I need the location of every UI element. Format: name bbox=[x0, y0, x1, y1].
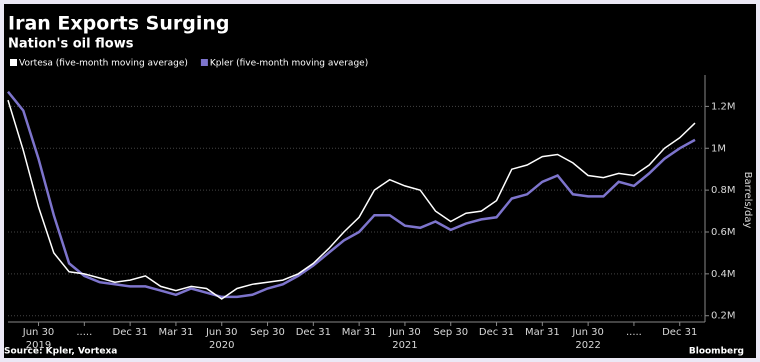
year-label: 2022 bbox=[575, 340, 600, 351]
x-tick-label: ..... bbox=[626, 327, 642, 338]
series-line bbox=[7, 99, 696, 300]
x-tick-label: Sep 30 bbox=[250, 327, 285, 338]
x-tick-label: Dec 31 bbox=[479, 327, 514, 338]
x-tick-label: Dec 31 bbox=[113, 327, 148, 338]
legend-swatch bbox=[10, 59, 17, 66]
legend-swatch bbox=[200, 59, 208, 66]
source: Source: Kpler, Vortexa bbox=[4, 347, 117, 357]
chart-subtitle: Nation's oil flows bbox=[8, 37, 134, 52]
legend-label: Kpler (five-month moving average) bbox=[210, 59, 368, 69]
chart-title: Iran Exports Surging bbox=[8, 13, 230, 35]
year-label: 2021 bbox=[392, 340, 417, 351]
legend-label: Vortesa (five-month moving average) bbox=[19, 59, 188, 69]
y-tick-label: 1M bbox=[711, 143, 726, 154]
x-tick-label: Jun 30 bbox=[571, 327, 604, 338]
x-tick-label: Jun 30 bbox=[388, 327, 421, 338]
brand: Bloomberg bbox=[689, 347, 744, 357]
series-line bbox=[7, 90, 696, 299]
year-label: 2020 bbox=[209, 340, 234, 351]
x-tick-label: Jun 30 bbox=[22, 327, 55, 338]
y-tick-label: 0.8M bbox=[711, 185, 736, 196]
panel bbox=[4, 4, 756, 358]
x-tick-label: Jun 30 bbox=[205, 327, 238, 338]
x-tick-label: Mar 31 bbox=[342, 327, 377, 338]
x-tick-label: Dec 31 bbox=[296, 327, 331, 338]
y-axis-label: Barrels/day bbox=[742, 172, 753, 229]
year-label: 2019 bbox=[26, 340, 51, 351]
x-tick-label: Dec 31 bbox=[662, 327, 697, 338]
x-tick-label: Mar 31 bbox=[525, 327, 560, 338]
y-tick-label: 0.6M bbox=[711, 227, 736, 238]
y-tick-label: 0.2M bbox=[711, 311, 736, 322]
y-tick-label: 0.4M bbox=[711, 269, 736, 280]
y-tick-label: 1.2M bbox=[711, 101, 736, 112]
x-tick-label: ..... bbox=[76, 327, 92, 338]
x-tick-label: Sep 30 bbox=[433, 327, 468, 338]
x-tick-label: Mar 31 bbox=[159, 327, 194, 338]
